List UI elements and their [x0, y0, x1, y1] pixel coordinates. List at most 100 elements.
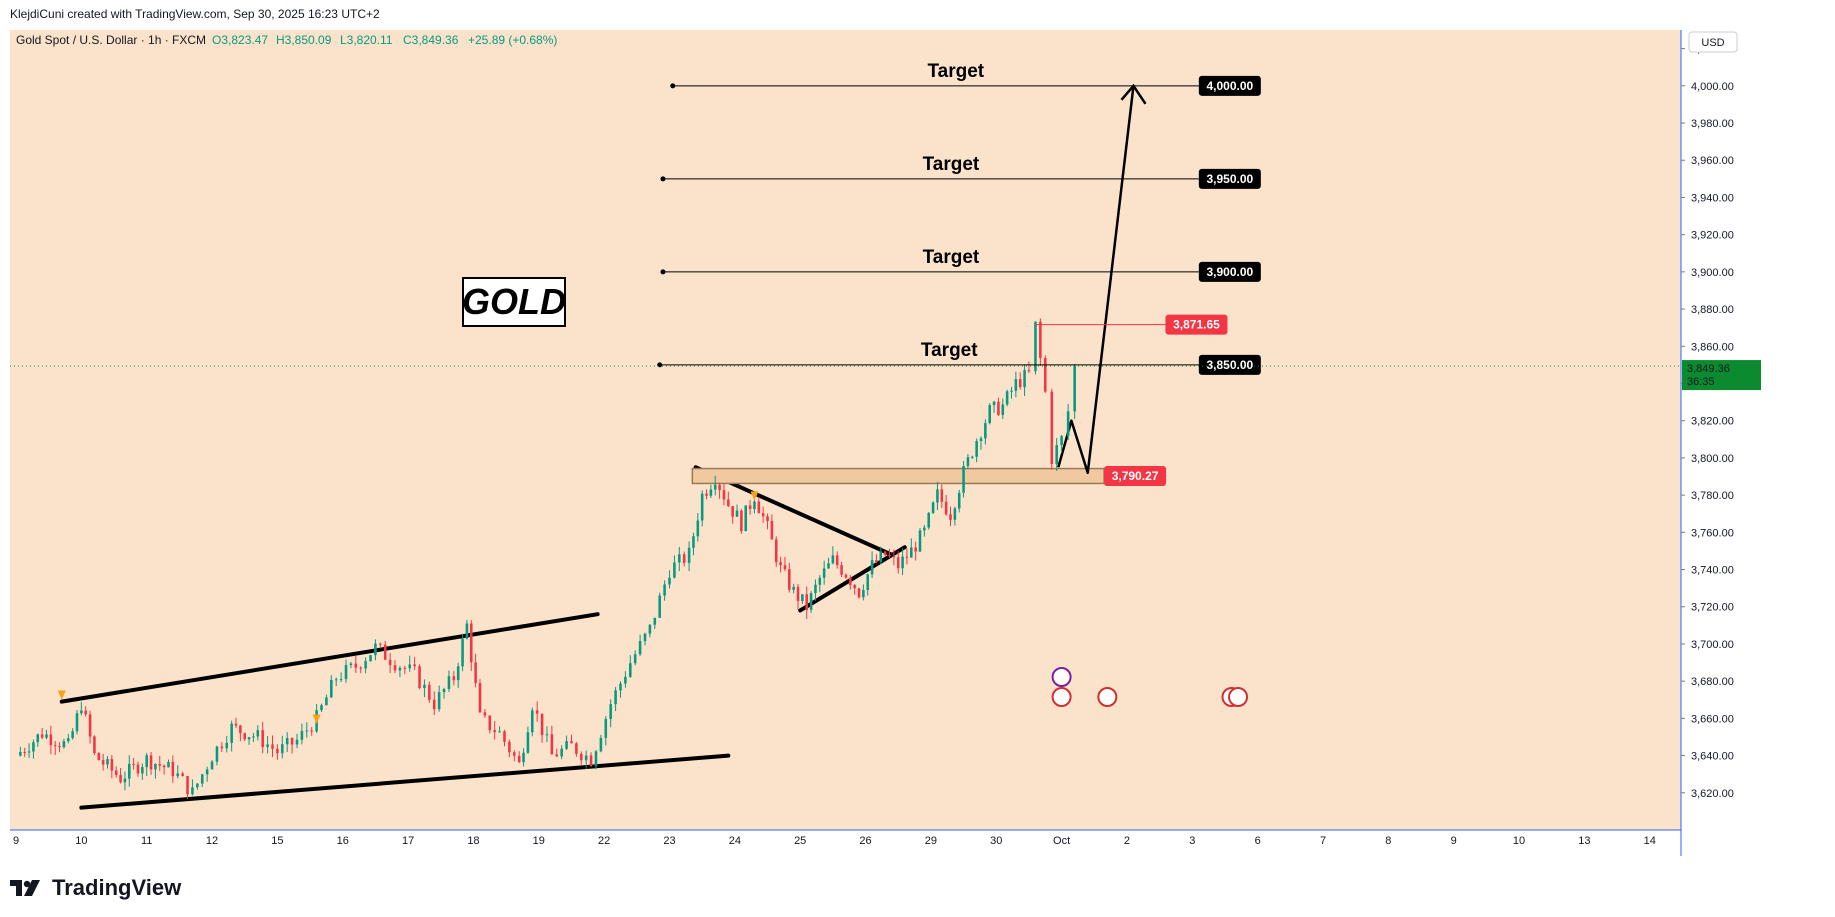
economic-event-icon: [1228, 687, 1249, 707]
candle: [766, 513, 769, 530]
candle-body: [1050, 391, 1054, 464]
price-tick-label: 3,820.00: [1691, 416, 1734, 428]
candle: [818, 575, 822, 593]
candle-body: [325, 697, 328, 706]
candle: [1005, 389, 1009, 407]
candle: [162, 764, 166, 775]
drawing-layer: [59, 83, 1147, 810]
candle: [1055, 437, 1058, 471]
currency-label: USD: [1701, 37, 1724, 49]
time-tick-label: 6: [1255, 835, 1261, 847]
candle-body: [589, 755, 593, 767]
candle: [997, 397, 1000, 416]
time-tick-label: 11: [141, 835, 152, 847]
candle: [428, 681, 431, 703]
candle-body: [271, 744, 274, 749]
current-price-value: 3,849.36: [1687, 363, 1730, 375]
candle: [971, 455, 974, 459]
projection-path: [1057, 85, 1135, 475]
target-price-tag: [1198, 261, 1261, 282]
candle: [831, 546, 835, 565]
candle-body: [1027, 370, 1031, 372]
candle-body: [334, 679, 338, 681]
tradingview-logo[interactable]: TradingView: [10, 875, 181, 901]
candle: [176, 765, 180, 779]
candle: [310, 727, 313, 736]
candle: [748, 500, 752, 515]
candle: [330, 675, 333, 698]
candle-body: [927, 512, 931, 528]
candle-body: [110, 759, 114, 771]
candle: [1073, 363, 1076, 420]
candle: [290, 737, 294, 754]
candle: [757, 496, 761, 514]
chart-frame[interactable]: Target 3,850.00 Target 3,900.00 Target 3,950.…: [10, 30, 1762, 856]
economic-event-icon: [1051, 687, 1072, 707]
candle: [408, 655, 412, 672]
candle-body: [705, 493, 708, 496]
target-price-tag-text: 3,900.00: [1206, 265, 1253, 279]
candle: [114, 766, 118, 778]
candle-body: [633, 654, 637, 664]
candle: [247, 736, 251, 745]
candle-body: [722, 490, 726, 500]
candle-body: [718, 484, 721, 491]
legend-open: O3,823.47: [212, 33, 268, 47]
candle: [488, 715, 492, 734]
candle: [119, 768, 122, 784]
candle: [66, 734, 70, 744]
candle: [97, 752, 101, 761]
candle: [344, 659, 348, 683]
candle: [805, 586, 809, 620]
time-tick-label: 8: [1385, 835, 1391, 847]
candle-body: [766, 516, 769, 522]
candle: [555, 748, 559, 758]
candle-body: [696, 520, 700, 537]
time-axis-panel: [10, 830, 1681, 856]
price-chart[interactable]: Target 3,850.00 Target 3,900.00 Target 3,950.…: [10, 30, 1762, 856]
support-zone-tag: [1104, 466, 1167, 487]
candle: [727, 491, 730, 508]
price-tick-label: 3,920.00: [1691, 230, 1734, 242]
legend-high: H3,850.09: [276, 33, 332, 47]
candle: [181, 771, 184, 777]
candle: [844, 573, 848, 579]
candle-body: [801, 594, 804, 602]
candle: [735, 504, 739, 517]
candle: [783, 556, 787, 572]
candle: [210, 760, 214, 770]
candle: [110, 755, 114, 779]
candle-body: [678, 554, 681, 563]
candle: [141, 763, 144, 780]
candle: [853, 584, 856, 595]
candle: [888, 548, 891, 558]
candle-body: [488, 715, 492, 731]
candle: [186, 775, 189, 800]
candle: [522, 748, 525, 767]
candle: [560, 745, 563, 760]
candle: [1001, 398, 1005, 419]
candle-body: [761, 513, 765, 517]
candle: [643, 632, 647, 646]
candle-body: [71, 731, 74, 739]
time-tick-label: 13: [1578, 835, 1590, 847]
candle: [753, 499, 756, 514]
candle-body: [339, 679, 343, 681]
candle: [1043, 355, 1047, 394]
candle: [285, 732, 289, 752]
candle-body: [261, 730, 264, 748]
candle: [692, 532, 695, 556]
candle-body: [413, 664, 416, 667]
candle-body: [870, 560, 874, 575]
plot-background: [10, 30, 1762, 856]
candle: [896, 551, 900, 574]
candle-body: [648, 624, 652, 634]
candle-body: [1066, 411, 1070, 437]
candle: [517, 751, 521, 764]
candle-body: [53, 745, 57, 747]
candle: [393, 660, 397, 674]
candle: [966, 453, 970, 469]
target-price-tag-text: 3,850.00: [1206, 358, 1253, 372]
candle-body: [266, 744, 269, 748]
candle: [962, 460, 965, 498]
